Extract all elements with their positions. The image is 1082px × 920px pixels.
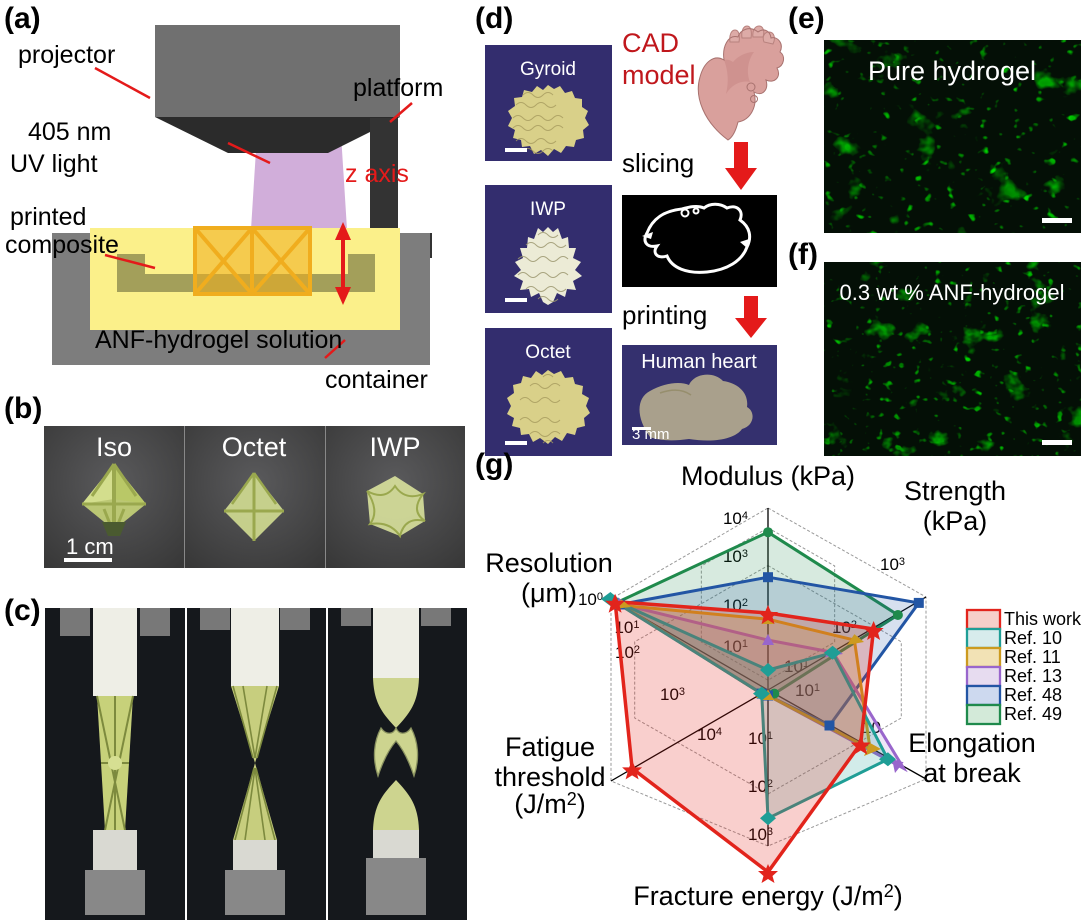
svg-text:1 cm: 1 cm — [66, 534, 114, 559]
svg-text:Ref. 48: Ref. 48 — [1004, 685, 1062, 705]
svg-text:100: 100 — [578, 590, 603, 609]
svg-text:(kPa): (kPa) — [923, 506, 988, 536]
svg-text:Resolution: Resolution — [485, 548, 613, 578]
svg-text:ANF-hydrogel solution: ANF-hydrogel solution — [95, 326, 342, 354]
svg-text:container: container — [325, 366, 428, 390]
svg-text:IWP: IWP — [530, 199, 566, 220]
svg-text:This work: This work — [1004, 609, 1082, 629]
svg-text:Pure hydrogel: Pure hydrogel — [868, 56, 1036, 86]
svg-text:Octet: Octet — [222, 432, 287, 462]
svg-text:Ref. 13: Ref. 13 — [1004, 666, 1062, 686]
svg-text:Human heart: Human heart — [641, 351, 757, 373]
svg-text:103: 103 — [880, 555, 905, 574]
svg-text:Ref. 49: Ref. 49 — [1004, 704, 1062, 724]
svg-text:Iso: Iso — [96, 432, 132, 462]
svg-text:0.3 wt % ANF-hydrogel: 0.3 wt % ANF-hydrogel — [840, 280, 1065, 305]
svg-text:Fatigue: Fatigue — [505, 732, 595, 762]
svg-text:threshold: threshold — [494, 762, 605, 792]
svg-text:platform: platform — [353, 74, 443, 102]
svg-text:(J/m2): (J/m2) — [514, 789, 586, 819]
svg-text:Strength: Strength — [904, 476, 1006, 506]
svg-text:Elongation: Elongation — [908, 728, 1036, 758]
svg-text:104: 104 — [723, 509, 748, 528]
svg-text:UV light: UV light — [10, 150, 98, 178]
svg-text:printed: printed — [10, 203, 86, 231]
svg-text:Fracture energy (J/m2): Fracture energy (J/m2) — [633, 881, 903, 911]
svg-text:IWP: IWP — [370, 432, 421, 462]
svg-text:composite: composite — [5, 231, 119, 259]
svg-text:Octet: Octet — [525, 342, 571, 363]
svg-text:Gyroid: Gyroid — [520, 59, 576, 80]
svg-text:projector: projector — [18, 41, 115, 69]
svg-text:(μm): (μm) — [521, 578, 577, 608]
svg-text:z axis: z axis — [345, 160, 409, 188]
svg-text:Ref. 11: Ref. 11 — [1004, 647, 1061, 667]
svg-text:at break: at break — [923, 758, 1021, 788]
svg-text:405 nm: 405 nm — [28, 118, 111, 146]
svg-text:Modulus (kPa): Modulus (kPa) — [681, 461, 855, 491]
svg-text:Ref. 10: Ref. 10 — [1004, 628, 1062, 648]
